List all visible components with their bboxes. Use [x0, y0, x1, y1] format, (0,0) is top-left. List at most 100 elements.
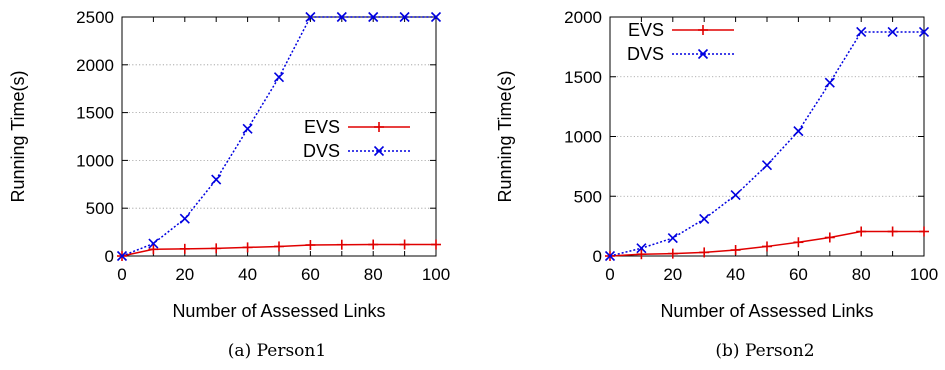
y-tick-label: 0: [105, 247, 114, 266]
data-point: [824, 77, 835, 88]
y-tick-label: 500: [86, 199, 114, 218]
data-point: [274, 241, 284, 252]
legend-label: DVS: [303, 141, 340, 161]
x-marker: [887, 26, 898, 38]
x-marker: [604, 250, 616, 262]
data-point: [399, 239, 410, 250]
data-point: [699, 247, 710, 258]
y-tick-label: 2500: [76, 8, 114, 27]
data-point: [336, 11, 347, 23]
data-point: [604, 250, 616, 262]
data-point: [431, 239, 441, 250]
data-point: [179, 213, 190, 224]
x-marker: [793, 126, 804, 137]
y-axis-label: Running Time(s): [495, 70, 515, 202]
x-marker: [667, 233, 678, 244]
chart-panel-2: 0 500 1000 1500 2000 0 20 40 60 80 100 Number of As…: [495, 8, 938, 361]
data-point: [793, 237, 804, 248]
data-point: [887, 26, 898, 38]
x-tick-label: 100: [422, 265, 450, 284]
data-point: [116, 250, 128, 262]
data-point: [211, 174, 222, 185]
series-line-dvs: [609, 31, 924, 257]
data-point: [636, 249, 647, 260]
series-evs: [605, 226, 929, 261]
data-point: [856, 226, 867, 237]
data-point: [336, 239, 347, 250]
y-tick-label: 1500: [564, 68, 602, 87]
data-point: [305, 11, 316, 23]
x-tick-label: 80: [852, 265, 871, 284]
x-marker: [148, 238, 159, 249]
y-tick-label: 1000: [564, 128, 602, 147]
data-point: [793, 126, 804, 137]
legend-entry-dvs: DVS: [303, 141, 410, 161]
x-tick-label: 80: [364, 265, 383, 284]
data-point: [148, 244, 159, 255]
series-evs: [117, 239, 441, 261]
legend-label: EVS: [628, 20, 664, 40]
x-marker: [856, 26, 867, 38]
x-marker: [824, 77, 835, 88]
x-marker: [699, 213, 710, 225]
x-marker: [336, 11, 347, 23]
plot-frame: [121, 16, 437, 257]
x-tick-label: 60: [789, 265, 808, 284]
series-line-dvs: [121, 16, 436, 257]
x-marker: [399, 11, 410, 23]
data-point: [399, 11, 410, 23]
y-tick-label: 0: [593, 247, 602, 266]
x-axis-label: Number of Assessed Links: [660, 301, 873, 321]
data-point: [762, 241, 772, 252]
data-point: [918, 26, 930, 38]
legend-entry-evs: EVS: [628, 20, 734, 40]
data-point: [636, 243, 647, 254]
data-point: [430, 11, 442, 23]
data-point: [148, 238, 159, 249]
y-tick-label: 500: [574, 187, 602, 206]
data-point: [368, 239, 379, 250]
x-marker: [305, 11, 316, 23]
legend-entry-dvs: DVS: [627, 44, 734, 64]
data-point: [761, 160, 773, 171]
data-point: [211, 243, 222, 254]
y-tick-label: 2000: [564, 8, 602, 27]
x-tick-label: 100: [910, 265, 938, 284]
x-tick-label: 40: [726, 265, 745, 284]
y-tick-label: 1000: [76, 151, 114, 170]
data-point: [667, 233, 678, 244]
x-tick-label: 0: [605, 265, 614, 284]
x-tick-label: 60: [301, 265, 320, 284]
y-tick-label: 2000: [76, 56, 114, 75]
series-dvs: [604, 26, 930, 262]
x-marker: [368, 11, 379, 23]
chart-panel-1: 0 500 1000 1500 2000 2500 0 20 40 60 80 100 Number o…: [8, 8, 450, 361]
data-point: [242, 123, 253, 134]
data-point: [730, 245, 741, 256]
x-marker: [430, 11, 442, 23]
chart-caption: (a) Person1: [228, 341, 326, 361]
x-tick-label: 20: [663, 265, 682, 284]
data-point: [179, 243, 190, 254]
legend-marker: [373, 145, 385, 157]
x-marker: [730, 189, 741, 201]
x-axis-label: Number of Assessed Links: [172, 301, 385, 321]
data-point: [887, 226, 898, 237]
data-point: [919, 226, 929, 237]
x-marker: [918, 26, 930, 38]
x-marker: [761, 160, 773, 171]
x-marker: [273, 72, 285, 83]
x-marker: [242, 123, 253, 134]
x-tick-label: 40: [238, 265, 257, 284]
data-point: [856, 26, 867, 38]
legend-marker: [697, 48, 709, 60]
x-marker: [211, 174, 222, 185]
x-tick-label: 0: [117, 265, 126, 284]
x-marker: [116, 250, 128, 262]
x-marker: [636, 243, 647, 254]
data-point: [273, 72, 285, 83]
data-point: [730, 189, 741, 201]
data-point: [699, 213, 710, 225]
y-tick-label: 1500: [76, 104, 114, 123]
